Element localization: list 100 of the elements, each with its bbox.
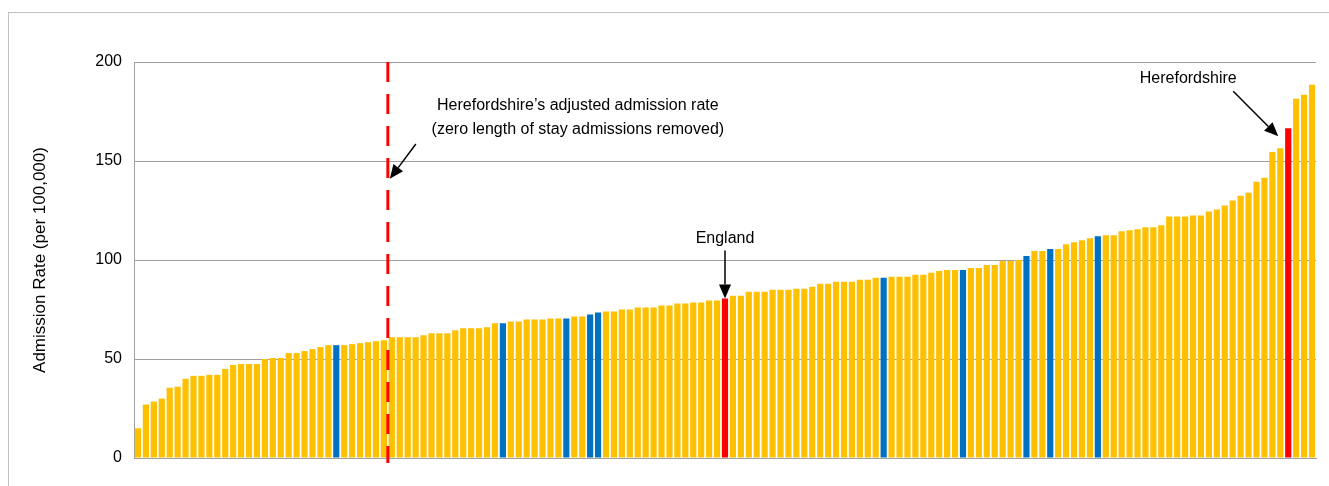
bar <box>832 281 840 458</box>
bar <box>452 330 459 458</box>
bar <box>587 314 594 458</box>
bar <box>856 279 863 458</box>
bar <box>269 358 276 458</box>
bar <box>1047 249 1054 458</box>
bar <box>594 312 602 458</box>
bar <box>761 291 768 458</box>
bar <box>1277 148 1284 458</box>
y-tick-label: 150 <box>95 151 123 169</box>
bar <box>142 404 149 458</box>
bar <box>944 269 951 458</box>
bar <box>1293 98 1300 458</box>
bar <box>1070 242 1078 458</box>
bar <box>230 364 237 458</box>
bar <box>602 311 610 458</box>
bar <box>634 307 641 458</box>
bar <box>364 342 372 458</box>
y-tick-label: 200 <box>95 52 123 70</box>
bar <box>571 316 578 458</box>
bar <box>1086 238 1094 458</box>
bar <box>951 269 959 458</box>
bar <box>713 300 721 458</box>
bar <box>372 341 380 458</box>
bar <box>1189 215 1197 458</box>
bar <box>682 303 689 458</box>
bar <box>928 272 935 458</box>
bar <box>848 281 856 458</box>
bar <box>817 283 824 458</box>
annotation: England <box>695 228 755 246</box>
bar <box>349 344 356 458</box>
bar <box>690 302 697 458</box>
bar <box>840 281 848 458</box>
bar <box>222 368 229 458</box>
bar <box>483 327 491 458</box>
bar <box>983 264 990 458</box>
bar <box>404 337 411 458</box>
bar <box>460 328 467 458</box>
bar <box>1110 235 1117 458</box>
bar <box>1055 249 1062 458</box>
bar <box>579 316 586 458</box>
bar <box>991 264 998 458</box>
bar <box>959 269 967 458</box>
bar <box>975 267 982 458</box>
bar <box>745 291 752 458</box>
bar <box>285 353 292 458</box>
bar <box>356 343 364 458</box>
bar <box>1039 251 1046 458</box>
bar <box>809 286 816 458</box>
bar <box>1063 244 1070 458</box>
bar <box>515 321 522 458</box>
bar <box>134 428 142 458</box>
bar <box>563 318 570 458</box>
bar <box>920 274 927 458</box>
bar <box>341 345 348 458</box>
bar <box>872 277 879 458</box>
bar <box>610 311 618 458</box>
bar <box>880 277 887 458</box>
bar <box>245 363 253 458</box>
bar <box>253 363 261 458</box>
bar <box>626 309 633 458</box>
bar <box>825 283 832 458</box>
bar <box>1213 209 1220 458</box>
bar <box>158 398 165 458</box>
bar <box>468 328 475 458</box>
bar <box>499 323 506 458</box>
bar <box>1197 215 1205 458</box>
bar <box>1221 205 1228 458</box>
bar <box>166 387 173 458</box>
bar <box>491 323 499 458</box>
bar <box>261 359 268 458</box>
bar <box>150 401 157 458</box>
bar <box>936 270 943 458</box>
bar <box>753 291 760 458</box>
bar <box>1094 236 1101 458</box>
bar <box>618 309 625 458</box>
bar <box>507 321 514 458</box>
bar <box>1102 235 1109 458</box>
bar <box>1308 84 1316 458</box>
bar <box>1174 216 1181 458</box>
bar <box>1031 251 1038 458</box>
bar <box>238 363 245 458</box>
y-axis-title: Admission Rate (per 100,000) <box>29 147 49 373</box>
bar <box>1078 240 1086 458</box>
bar <box>214 374 221 458</box>
bar <box>864 279 871 458</box>
bar <box>1166 216 1173 458</box>
bar <box>706 300 713 458</box>
y-tick-label: 0 <box>113 448 123 466</box>
bar <box>388 337 395 458</box>
bar <box>801 288 808 458</box>
bar <box>475 328 483 458</box>
bar <box>1229 200 1236 458</box>
bar <box>1182 216 1189 458</box>
bar <box>277 358 284 458</box>
bar <box>729 295 737 458</box>
bar <box>523 319 530 458</box>
bar <box>1285 128 1292 458</box>
y-tick-label: 100 <box>95 250 123 268</box>
bar <box>967 267 975 458</box>
